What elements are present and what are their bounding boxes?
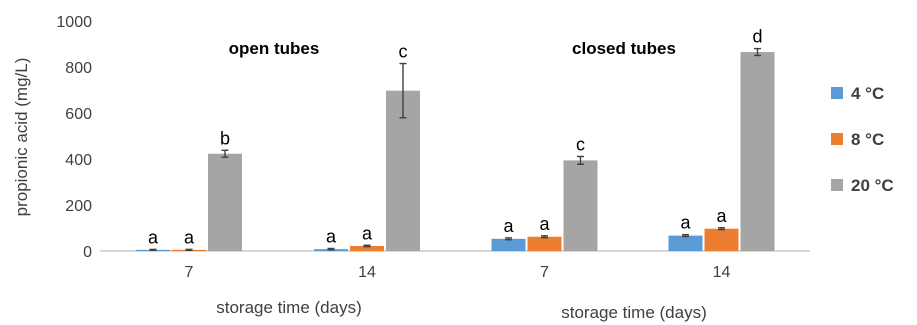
y-axis-title: propionic acid (mg/L)	[12, 58, 31, 217]
bar	[208, 153, 242, 251]
x-axis-title-closed: storage time (days)	[561, 303, 707, 322]
significance-label: a	[148, 227, 159, 247]
x-tick-label: 7	[185, 264, 194, 281]
significance-label: b	[220, 128, 230, 148]
significance-label: c	[576, 134, 585, 154]
significance-label: d	[752, 27, 762, 47]
bar	[563, 160, 598, 251]
significance-label: c	[399, 42, 408, 62]
significance-label: a	[680, 213, 691, 233]
x-tick-label: 14	[713, 264, 731, 281]
y-tick-label: 200	[65, 198, 92, 215]
y-tick-label: 800	[65, 60, 92, 77]
legend: 4 °C 8 °C 20 °C	[831, 84, 894, 195]
panel-open-tubes: propionic acid (mg/L) open tubes storage…	[12, 14, 456, 317]
x-tick-label: 7	[540, 264, 549, 281]
legend-label: 4 °C	[851, 84, 884, 103]
panel-closed-tubes: closed tubes storage time (days) 7 a a c 14 a…	[456, 27, 810, 322]
significance-label: a	[326, 226, 337, 246]
y-tick-label: 600	[65, 106, 92, 123]
significance-label: a	[539, 214, 550, 234]
y-tick-label: 0	[83, 244, 92, 261]
legend-label: 8 °C	[851, 130, 884, 149]
significance-label: a	[184, 227, 195, 247]
bar	[740, 52, 775, 251]
legend-swatch	[831, 87, 843, 99]
bar	[668, 235, 703, 251]
y-tick-label: 1000	[56, 14, 92, 31]
bar	[527, 236, 562, 251]
bar	[350, 245, 384, 251]
legend-swatch	[831, 133, 843, 145]
bar	[491, 238, 526, 251]
significance-label: a	[716, 206, 727, 226]
legend-swatch	[831, 179, 843, 191]
x-tick-label: 14	[358, 264, 376, 281]
panel-title-closed: closed tubes	[572, 39, 676, 58]
legend-label: 20 °C	[851, 176, 894, 195]
x-axis-title-open: storage time (days)	[216, 298, 362, 317]
significance-label: a	[362, 223, 373, 243]
significance-label: a	[503, 216, 514, 236]
bar	[704, 228, 739, 251]
y-tick-label: 400	[65, 152, 92, 169]
panel-title-open: open tubes	[229, 39, 320, 58]
